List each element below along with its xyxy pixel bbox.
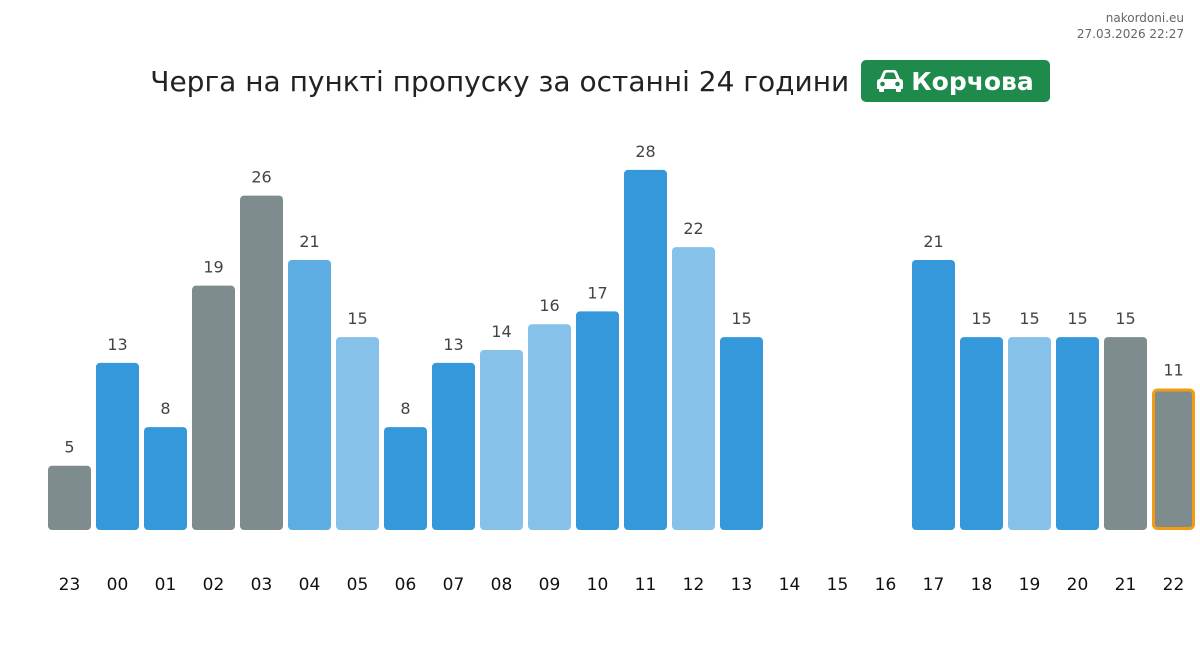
bar-08 [480, 349, 523, 530]
checkpoint-badge: Корчова [861, 60, 1050, 102]
value-label-21: 15 [1115, 309, 1135, 328]
bar-06 [384, 427, 427, 530]
x-tick-08: 08 [491, 575, 513, 595]
bar-00 [96, 362, 139, 530]
bar-12 [672, 247, 715, 530]
x-tick-19: 19 [1019, 575, 1041, 595]
bar-17 [912, 259, 955, 530]
x-tick-16: 16 [875, 575, 897, 595]
bar-20 [1056, 337, 1099, 530]
bar-05 [336, 337, 379, 530]
bar-21 [1104, 337, 1147, 530]
value-label-11: 28 [635, 142, 655, 161]
x-tick-06: 06 [395, 575, 417, 595]
x-tick-02: 02 [203, 575, 225, 595]
value-label-06: 8 [400, 399, 410, 418]
value-label-17: 21 [923, 232, 943, 251]
bar-10 [576, 311, 619, 530]
x-tick-21: 21 [1115, 575, 1137, 595]
x-tick-11: 11 [635, 575, 657, 595]
x-tick-03: 03 [251, 575, 273, 595]
bar-03 [240, 195, 283, 530]
x-tick-05: 05 [347, 575, 369, 595]
value-label-07: 13 [443, 335, 463, 354]
x-tick-09: 09 [539, 575, 561, 595]
bar-13 [720, 337, 763, 530]
bar-19 [1008, 337, 1051, 530]
x-tick-04: 04 [299, 575, 321, 595]
x-tick-18: 18 [971, 575, 993, 595]
value-label-19: 15 [1019, 309, 1039, 328]
x-tick-22: 22 [1163, 575, 1185, 595]
value-label-12: 22 [683, 219, 703, 238]
x-tick-01: 01 [155, 575, 177, 595]
value-label-18: 15 [971, 309, 991, 328]
x-tick-23: 23 [59, 575, 81, 595]
x-tick-07: 07 [443, 575, 465, 595]
x-tick-20: 20 [1067, 575, 1089, 595]
value-label-10: 17 [587, 283, 607, 302]
chart-title: Черга на пункті пропуску за останні 24 г… [150, 64, 850, 98]
car-icon [875, 69, 905, 93]
value-label-04: 21 [299, 232, 319, 251]
bar-07 [432, 362, 475, 530]
value-label-02: 19 [203, 258, 223, 277]
x-tick-14: 14 [779, 575, 801, 595]
bar-09 [528, 324, 571, 530]
bar-11 [624, 169, 667, 531]
bar-18 [960, 337, 1003, 530]
x-tick-12: 12 [683, 575, 705, 595]
value-label-13: 15 [731, 309, 751, 328]
bar-23 [48, 465, 91, 530]
x-tick-15: 15 [827, 575, 849, 595]
value-label-08: 14 [491, 322, 511, 341]
x-tick-13: 13 [731, 575, 753, 595]
site-name: nakordoni.eu [1105, 11, 1184, 25]
value-label-01: 8 [160, 399, 170, 418]
site-info: nakordoni.eu 27.03.2026 22:27 [1077, 10, 1184, 42]
value-label-05: 15 [347, 309, 367, 328]
x-tick-00: 00 [107, 575, 129, 595]
value-label-23: 5 [64, 438, 74, 457]
value-label-22: 11 [1163, 361, 1183, 380]
value-label-00: 13 [107, 335, 127, 354]
x-tick-17: 17 [923, 575, 945, 595]
timestamp: 27.03.2026 22:27 [1076, 27, 1184, 41]
value-label-03: 26 [251, 168, 271, 187]
value-label-09: 16 [539, 296, 559, 315]
bar-02 [192, 285, 235, 530]
bar-22 [1152, 388, 1195, 531]
bar-04 [288, 259, 331, 530]
x-tick-10: 10 [587, 575, 609, 595]
bar-01 [144, 427, 187, 530]
checkpoint-name: Корчова [911, 66, 1034, 96]
value-label-20: 15 [1067, 309, 1087, 328]
title-row: Черга на пункті пропуску за останні 24 г… [0, 58, 1200, 104]
